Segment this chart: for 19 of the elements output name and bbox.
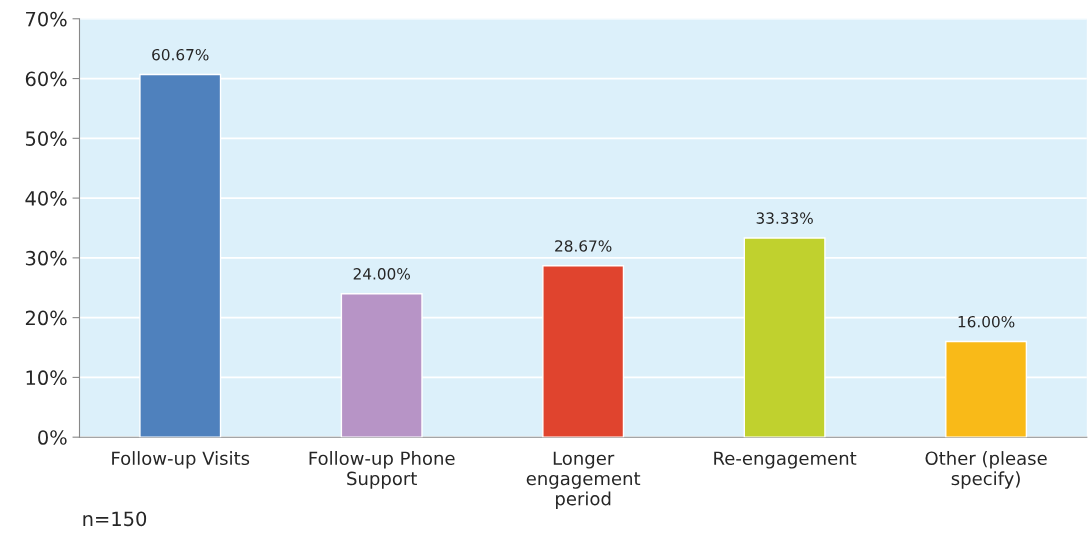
y-tick-label: 0% — [38, 430, 67, 445]
y-tick-label: 20% — [25, 310, 67, 326]
x-tick-label: Re-engagement — [714, 451, 857, 469]
x-tick-label: Follow-up Visits — [112, 451, 250, 469]
data-label: 16.00% — [958, 315, 1015, 328]
data-label: 24.00% — [353, 268, 410, 280]
data-label: 33.33% — [756, 212, 813, 224]
y-tick-label: 10% — [26, 370, 67, 386]
y-tick-label: 60% — [25, 71, 67, 87]
y-tick-label: 40% — [25, 191, 67, 206]
y-tick-label: 30% — [25, 250, 67, 266]
x-tick-label: Follow-up Phone Support — [309, 451, 455, 489]
data-label: 60.67% — [152, 48, 209, 61]
x-tick-label: Other (please specify) — [925, 451, 1047, 489]
text: n=150 — [83, 511, 147, 527]
y-tick-label: 70% — [26, 11, 67, 27]
data-label: 28.67% — [555, 240, 612, 252]
y-tick-label: 50% — [25, 131, 67, 146]
x-tick-label: Longer engagement period — [526, 451, 641, 509]
